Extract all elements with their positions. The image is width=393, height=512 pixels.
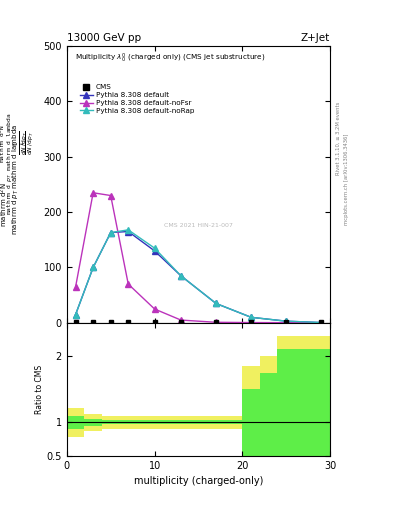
Pythia 8.308 default (284, 318, 288, 324)
Text: Z+Jet: Z+Jet (301, 33, 330, 44)
Pythia 8.308 default (319, 319, 324, 326)
Pythia 8.308 default-noRap (126, 227, 130, 233)
X-axis label: multiplicity (charged-only): multiplicity (charged-only) (134, 476, 263, 486)
Pythia 8.308 default-noFsr (319, 319, 324, 326)
Pythia 8.308 default (152, 248, 157, 254)
Line: Pythia 8.308 default-noFsr: Pythia 8.308 default-noFsr (73, 190, 324, 326)
Text: Multiplicity $\lambda_0^0$ (charged only) (CMS jet substructure): Multiplicity $\lambda_0^0$ (charged only… (75, 52, 265, 65)
Pythia 8.308 default-noFsr (249, 319, 253, 326)
Y-axis label: Ratio to CMS: Ratio to CMS (35, 365, 44, 414)
Pythia 8.308 default-noRap (91, 264, 95, 270)
Text: Rivet 3.1.10, ≥ 3.2M events: Rivet 3.1.10, ≥ 3.2M events (336, 101, 341, 175)
Pythia 8.308 default-noRap (214, 301, 219, 307)
CMS (91, 318, 95, 325)
Text: $\frac{1}{\mathrm{d}N\,/\,\mathrm{d}p_T}$: $\frac{1}{\mathrm{d}N\,/\,\mathrm{d}p_T}… (13, 131, 30, 156)
Y-axis label: mathrm d$^2$N
$\frac{1}{\mathrm{d}N/\mathrm{d}p_T}$ mathrm d $p_T$ mathrm d lamb: mathrm d$^2$N $\frac{1}{\mathrm{d}N/\mat… (0, 511, 1, 512)
Text: mathrm d$^2$N: mathrm d$^2$N (0, 124, 7, 162)
Pythia 8.308 default (178, 273, 183, 279)
Pythia 8.308 default-noRap (178, 273, 183, 279)
CMS (126, 318, 130, 325)
Pythia 8.308 default-noFsr (284, 319, 288, 326)
Pythia 8.308 default-noFsr (214, 319, 219, 325)
Legend: CMS, Pythia 8.308 default, Pythia 8.308 default-noFsr, Pythia 8.308 default-noRa: CMS, Pythia 8.308 default, Pythia 8.308 … (78, 83, 196, 115)
Pythia 8.308 default (126, 228, 130, 234)
Pythia 8.308 default-noRap (284, 318, 288, 324)
Pythia 8.308 default-noFsr (108, 193, 113, 199)
Pythia 8.308 default-noFsr (126, 281, 130, 287)
Pythia 8.308 default (214, 301, 219, 307)
Text: mathrm d $p_T$ mathrm d lambda: mathrm d $p_T$ mathrm d lambda (6, 113, 14, 215)
CMS (214, 318, 219, 325)
Pythia 8.308 default-noFsr (178, 317, 183, 323)
Pythia 8.308 default (108, 229, 113, 236)
Text: $\frac{1}{\mathrm{d}N\,/\,\mathrm{d}p_T}$: $\frac{1}{\mathrm{d}N\,/\,\mathrm{d}p_T}… (19, 131, 36, 156)
Pythia 8.308 default-noRap (319, 319, 324, 326)
Text: 13000 GeV pp: 13000 GeV pp (67, 33, 141, 44)
Pythia 8.308 default (91, 264, 95, 270)
CMS (108, 318, 113, 325)
CMS (319, 318, 324, 325)
CMS (249, 318, 253, 325)
CMS (73, 318, 78, 325)
Pythia 8.308 default-noRap (73, 311, 78, 317)
CMS (178, 318, 183, 325)
Line: Pythia 8.308 default-noRap: Pythia 8.308 default-noRap (73, 227, 324, 325)
Text: mcplots.cern.ch [arXiv:1306.3436]: mcplots.cern.ch [arXiv:1306.3436] (344, 134, 349, 225)
Text: mathrm d$^2$N: mathrm d$^2$N (0, 183, 9, 227)
CMS (152, 318, 157, 325)
Pythia 8.308 default-noFsr (91, 189, 95, 196)
Pythia 8.308 default-noRap (108, 229, 113, 236)
Pythia 8.308 default-noRap (152, 245, 157, 251)
Pythia 8.308 default (249, 314, 253, 321)
Line: Pythia 8.308 default: Pythia 8.308 default (73, 229, 324, 325)
Pythia 8.308 default-noRap (249, 314, 253, 321)
Pythia 8.308 default-noFsr (152, 306, 157, 312)
Line: CMS: CMS (73, 319, 323, 324)
Pythia 8.308 default-noFsr (73, 284, 78, 290)
Text: CMS 2021 HIN-21-007: CMS 2021 HIN-21-007 (164, 223, 233, 228)
Text: mathrm d $p_T$ mathrm d lambda: mathrm d $p_T$ mathrm d lambda (11, 123, 21, 235)
Pythia 8.308 default (73, 311, 78, 317)
CMS (284, 318, 288, 325)
